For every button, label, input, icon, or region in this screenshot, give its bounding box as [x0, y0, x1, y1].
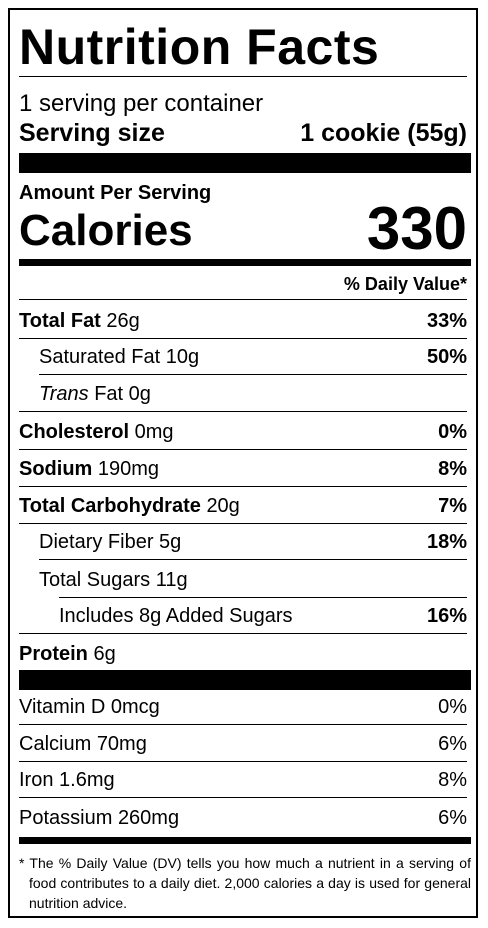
divider	[19, 299, 467, 300]
nutrient-name: Includes 8g Added Sugars	[59, 606, 293, 626]
title: Nutrition Facts	[19, 19, 380, 75]
servings: 1 serving per container	[19, 90, 264, 117]
nutrient-name-text: Saturated Fat	[39, 346, 161, 368]
divider	[19, 724, 467, 725]
nutrient-name-text: Total Carbohydrate	[19, 495, 201, 517]
thick-bar	[19, 670, 471, 690]
nutrient-name-italic: Trans	[39, 383, 89, 405]
nutrient-name-text: Cholesterol	[19, 421, 130, 443]
vitamin-name-text: Vitamin D	[19, 696, 106, 718]
nutrient-name: Sodium 190mg	[19, 459, 159, 479]
nutrient-name: Protein 6g	[19, 644, 116, 664]
nutrient-amount: 5g	[159, 531, 182, 553]
nutrient-amount: 11g	[155, 569, 188, 591]
nutrient-dv: 50%	[426, 346, 467, 368]
daily-value-header: % Daily Value*	[343, 274, 467, 294]
divider	[19, 449, 467, 450]
divider	[19, 338, 467, 339]
nutrient-name-text: Protein	[19, 643, 88, 665]
divider	[19, 486, 467, 487]
vitamin-amount: 260mg	[117, 807, 180, 829]
nutrient-name: Saturated Fat 10g	[39, 347, 199, 367]
nutrient-name: Dietary Fiber 5g	[39, 532, 181, 552]
nutrient-name-text: Total Sugars	[39, 569, 151, 591]
nutrient-name-text: Total Fat	[19, 310, 101, 332]
calories-label: Calories	[19, 206, 193, 255]
amount-per-serving: Amount Per Serving	[19, 182, 212, 204]
medium-bar	[19, 259, 471, 266]
vitamin-name: Calcium 70mg	[19, 734, 147, 754]
divider	[19, 76, 467, 77]
nutrient-name: Trans Fat 0g	[39, 384, 151, 404]
nutrient-name-text: Sodium	[19, 458, 93, 480]
divider	[19, 411, 467, 412]
vitamin-name-text: Iron	[19, 769, 54, 791]
serving-size-value: 1 cookie (55g)	[300, 119, 467, 147]
nutrient-dv: 8%	[438, 458, 467, 480]
divider	[19, 633, 467, 634]
vitamin-name: Vitamin D 0mcg	[19, 697, 160, 717]
divider	[19, 761, 467, 762]
vitamin-amount: 1.6mg	[59, 769, 115, 791]
vitamin-name-text: Calcium	[19, 733, 92, 755]
divider	[19, 797, 467, 798]
thick-bar	[19, 153, 471, 173]
nutrient-name: Cholesterol 0mg	[19, 422, 174, 442]
nutrient-amount: 26g	[106, 310, 140, 332]
medium-bar	[19, 837, 471, 844]
nutrient-dv: 33%	[426, 310, 467, 332]
nutrient-name-text: Includes 8g Added Sugars	[59, 605, 293, 627]
nutrient-amount: 10g	[165, 346, 200, 368]
divider	[59, 597, 467, 598]
divider	[39, 559, 467, 560]
nutrient-name-text: Dietary Fiber	[39, 531, 154, 553]
nutrient-dv: 0%	[438, 421, 467, 443]
nutrient-name: Total Fat 26g	[19, 311, 140, 331]
divider	[19, 523, 467, 524]
vitamin-name-text: Potassium	[19, 807, 113, 829]
nutrient-amount: 20g	[206, 495, 240, 517]
vitamin-name: Potassium 260mg	[19, 808, 179, 828]
vitamin-dv: 0%	[438, 696, 467, 718]
nutrient-dv: 16%	[426, 605, 467, 627]
nutrient-dv: 18%	[426, 531, 467, 553]
nutrient-name-text: Fat	[94, 383, 124, 405]
nutrient-name: Total Carbohydrate 20g	[19, 496, 240, 516]
nutrient-dv: 7%	[438, 495, 467, 517]
vitamin-amount: 0mcg	[110, 696, 160, 718]
nutrition-label: Nutrition Facts 1 serving per container …	[8, 8, 478, 918]
divider	[39, 374, 467, 375]
nutrient-amount: 0g	[128, 383, 151, 405]
serving-size-label: Serving size	[19, 119, 165, 147]
nutrient-amount: 0mg	[134, 421, 174, 443]
nutrient-amount: 190mg	[97, 458, 160, 480]
vitamin-dv: 6%	[438, 733, 467, 755]
calories-value: 330	[366, 195, 467, 262]
footnote: * The % Daily Value (DV) tells you how m…	[19, 855, 471, 911]
vitamin-amount: 70mg	[96, 733, 147, 755]
vitamin-dv: 6%	[438, 807, 467, 829]
nutrient-name: Total Sugars 11g	[39, 570, 188, 590]
vitamin-dv: 8%	[438, 769, 467, 791]
nutrient-amount: 6g	[93, 643, 116, 665]
vitamin-name: Iron 1.6mg	[19, 770, 115, 790]
